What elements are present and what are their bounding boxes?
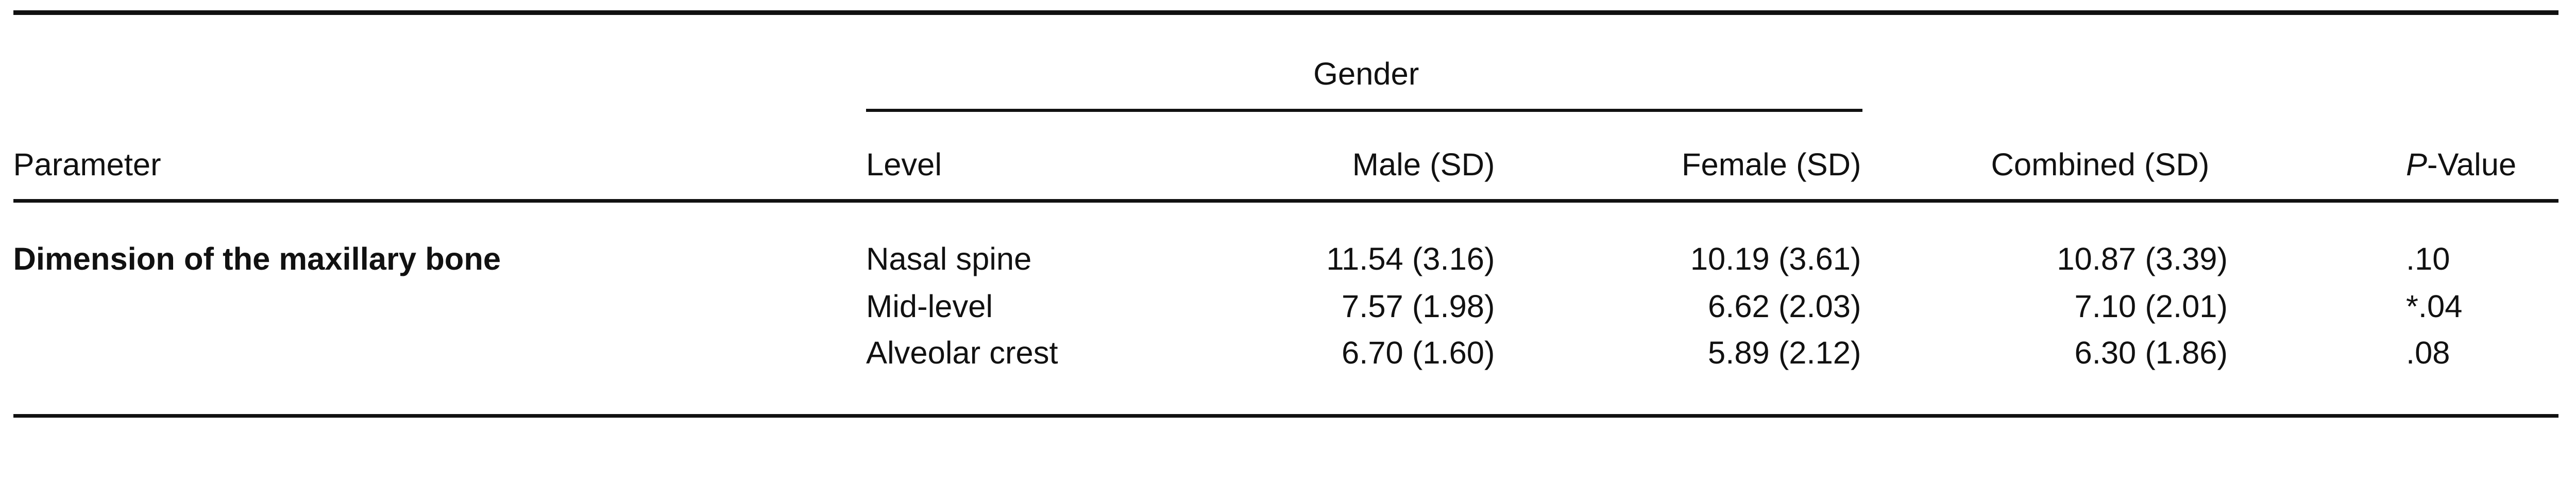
header-p-italic: P — [2406, 147, 2428, 183]
row-combined: 7.10 (2.01) — [2074, 289, 2228, 324]
parameter-label: Dimension of the maxillary bone — [13, 241, 501, 277]
row-p: .10 — [2406, 241, 2450, 277]
header-parameter: Parameter — [13, 147, 161, 183]
row-level: Mid-level — [866, 289, 993, 324]
row-combined: 6.30 (1.86) — [2074, 335, 2228, 371]
row-male: 7.57 (1.98) — [1342, 289, 1495, 324]
header-level: Level — [866, 147, 942, 183]
gender-group-header: Gender — [1313, 56, 1419, 92]
row-level: Alveolar crest — [866, 335, 1058, 371]
header-female: Female (SD) — [1681, 147, 1861, 183]
row-p: *.04 — [2406, 289, 2463, 324]
row-female: 10.19 (3.61) — [1690, 241, 1861, 277]
header-combined: Combined (SD) — [1991, 147, 2210, 183]
row-p: .08 — [2406, 335, 2450, 371]
gender-rule — [866, 108, 1862, 112]
row-combined: 10.87 (3.39) — [2057, 241, 2228, 277]
row-female: 6.62 (2.03) — [1708, 289, 1861, 324]
row-level: Nasal spine — [866, 241, 1032, 277]
header-male: Male (SD) — [1352, 147, 1495, 183]
row-female: 5.89 (2.12) — [1708, 335, 1861, 371]
header-p-value: P-Value — [2406, 149, 2516, 181]
row-male: 11.54 (3.16) — [1326, 241, 1495, 277]
row-male: 6.70 (1.60) — [1342, 335, 1495, 371]
header-p-rest: -Value — [2427, 147, 2517, 183]
top-rule — [13, 10, 2558, 15]
bottom-rule — [13, 414, 2558, 418]
header-rule — [13, 199, 2558, 203]
